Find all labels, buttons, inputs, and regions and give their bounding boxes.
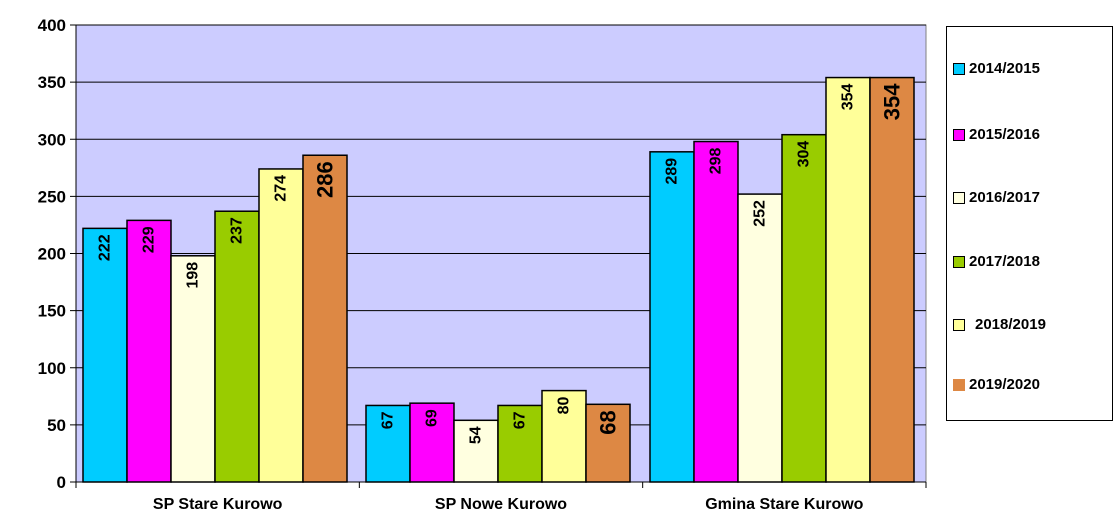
- bar: [693, 140, 739, 483]
- y-tick-label: 100: [38, 359, 66, 378]
- legend: 2014/2015 2015/2016 2016/2017 2017/2018 …: [946, 26, 1113, 421]
- bar: [302, 154, 348, 483]
- bar: [453, 419, 499, 483]
- bar: [825, 76, 871, 483]
- legend-item-2014-2015: 2014/2015: [953, 60, 1040, 77]
- bar-data-label: 67: [380, 411, 397, 429]
- y-tick-label: 400: [38, 16, 66, 35]
- bar: [409, 402, 455, 483]
- bar: [82, 227, 128, 483]
- bar-data-label: 68: [596, 410, 621, 434]
- bar-data-label: 54: [468, 426, 485, 444]
- legend-swatch: [953, 62, 965, 75]
- bar-data-label: 67: [512, 411, 529, 429]
- bar: [585, 403, 631, 483]
- y-tick-label: 250: [38, 187, 66, 206]
- bar: [737, 193, 783, 483]
- bar: [649, 151, 695, 483]
- bar-data-label: 222: [97, 234, 114, 261]
- y-tick-label: 50: [47, 416, 66, 435]
- bar: [365, 404, 411, 483]
- legend-label: 2019/2020: [969, 376, 1040, 393]
- bar-data-label: 198: [185, 262, 202, 289]
- bar: [214, 210, 260, 483]
- legend-item-2016-2017: 2016/2017: [953, 189, 1040, 206]
- legend-label: 2018/2019: [975, 316, 1046, 333]
- bar-data-label: 237: [229, 217, 246, 244]
- x-category-label: Gmina Stare Kurowo: [705, 496, 863, 513]
- y-tick-label: 350: [38, 73, 66, 92]
- bar-data-label: 354: [880, 83, 905, 120]
- y-tick-label: 200: [38, 245, 66, 264]
- bar-data-label: 274: [273, 175, 290, 202]
- bar: [781, 133, 827, 483]
- legend-item-2017-2018: 2017/2018: [953, 253, 1040, 270]
- y-tick-label: 300: [38, 130, 66, 149]
- bar: [126, 219, 172, 483]
- bar: [541, 389, 587, 483]
- legend-swatch: [953, 378, 965, 391]
- legend-label: 2014/2015: [969, 60, 1040, 77]
- legend-swatch: [953, 255, 965, 268]
- x-category-label: SP Stare Kurowo: [153, 496, 283, 513]
- bar-data-label: 298: [708, 147, 725, 174]
- legend-swatch: [953, 128, 965, 141]
- bar-data-label: 289: [664, 158, 681, 185]
- legend-label: 2017/2018: [969, 253, 1040, 270]
- legend-item-2018-2019: 2018/2019: [953, 316, 1046, 333]
- x-category-label: SP Nowe Kurowo: [435, 496, 567, 513]
- bar-data-label: 229: [141, 226, 158, 253]
- legend-swatch: [953, 318, 965, 331]
- bar-data-label: 354: [840, 83, 857, 110]
- bar: [258, 168, 304, 483]
- legend-item-2019-2020: 2019/2020: [953, 376, 1040, 393]
- legend-item-2015-2016: 2015/2016: [953, 126, 1040, 143]
- bar-data-label: 252: [752, 200, 769, 227]
- legend-swatch: [953, 191, 965, 204]
- legend-label: 2015/2016: [969, 126, 1040, 143]
- bar: [869, 76, 915, 483]
- y-tick-label: 150: [38, 302, 66, 321]
- bar-data-label: 69: [424, 409, 441, 427]
- bar-data-label: 80: [556, 396, 573, 414]
- y-tick-label: 0: [57, 473, 66, 492]
- bar-data-label: 286: [313, 161, 338, 198]
- bar: [170, 255, 216, 483]
- bar-data-label: 304: [796, 141, 813, 168]
- legend-label: 2016/2017: [969, 189, 1040, 206]
